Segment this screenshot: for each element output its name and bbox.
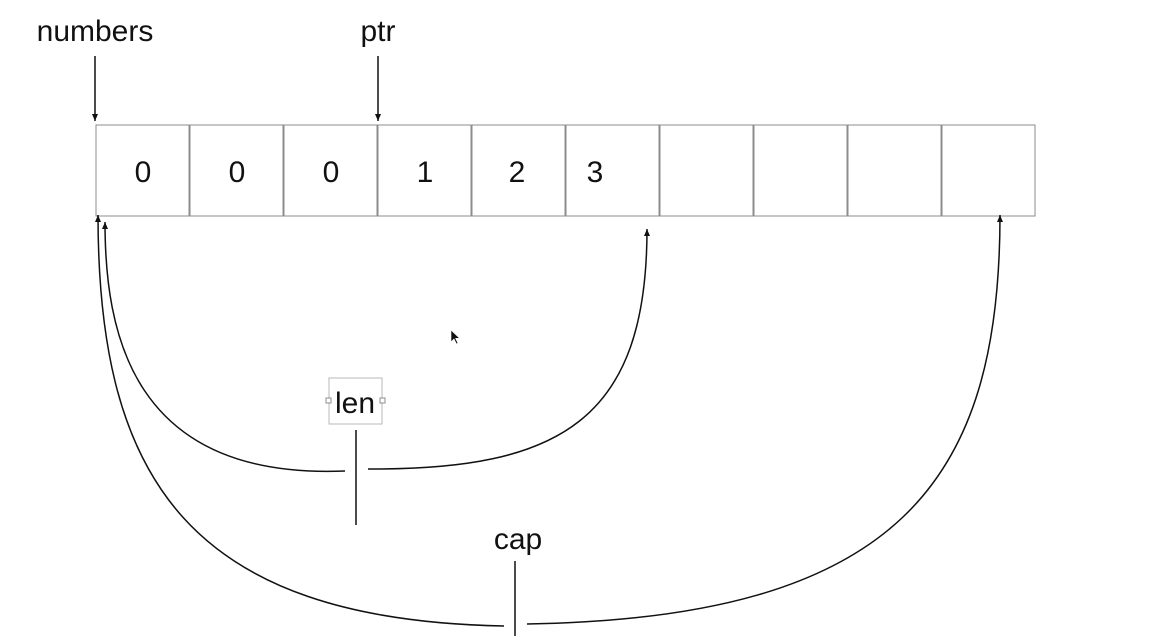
array-cell-value: 3 [587,156,604,189]
cap-curve-right [526,214,1003,625]
array-cell [95,124,190,217]
array-cell-value: 0 [135,156,152,189]
array-cell [847,124,942,217]
cap-label: cap [494,523,542,556]
array-cell [189,124,284,217]
array-cell-value: 2 [509,156,526,189]
array-cell-value: 0 [323,156,340,189]
numbers-label: numbers [37,15,154,48]
len-left-handle[interactable] [325,397,332,404]
array-cells: 0 0 0 1 2 3 [95,124,1036,217]
array-cell [659,124,754,217]
ptr-label: ptr [360,15,395,48]
array-cell-value: 0 [229,156,246,189]
len-label: len [335,387,375,420]
array-cell [471,124,566,217]
array-cell [753,124,848,217]
array-cell [377,124,472,217]
len-curve [102,221,346,473]
array-cell [565,124,660,217]
array-cell [941,124,1036,217]
len-right-handle[interactable] [379,397,386,404]
mouse-pointer-icon [450,329,461,345]
len-curve-right [367,228,650,470]
cap-curve [95,214,505,627]
array-cell-value: 1 [417,156,434,189]
array-cell [283,124,378,217]
